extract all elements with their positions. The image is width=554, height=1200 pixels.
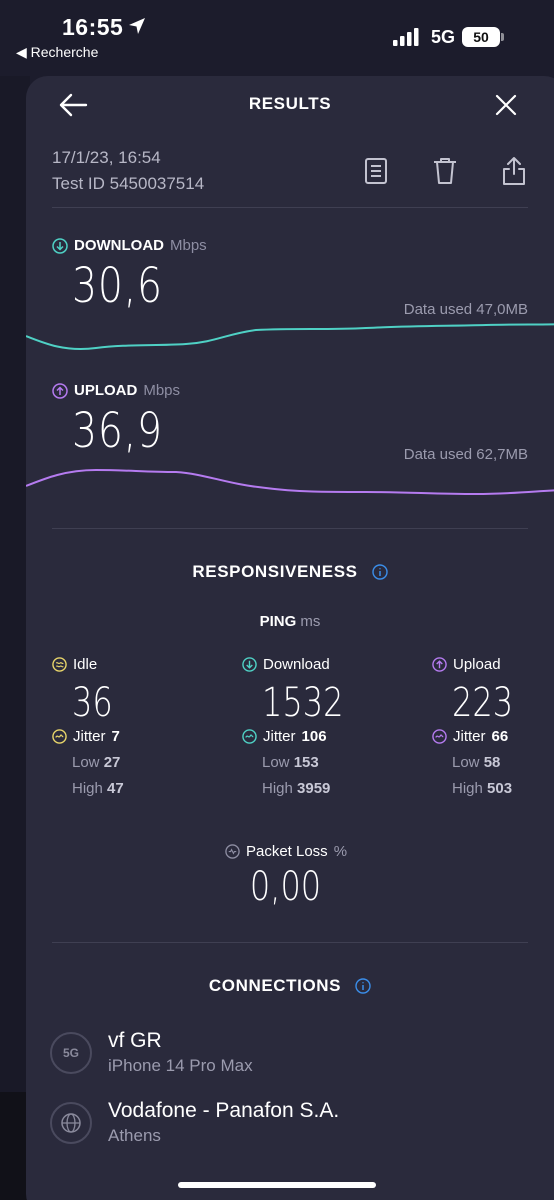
ping-idle-label: Idle: [73, 655, 98, 673]
high-value: 3959: [297, 780, 331, 797]
connection-detail: Athens: [108, 1126, 161, 1145]
packet-loss-icon: [225, 844, 240, 859]
ping-upload-label: Upload: [453, 655, 501, 673]
ping-idle-value: 36: [72, 680, 113, 726]
download-value: 30,6: [72, 258, 163, 314]
document-icon[interactable]: [362, 156, 390, 186]
status-time: 16:55: [62, 14, 124, 40]
high-value: 47: [107, 780, 124, 797]
download-arrow-icon: [52, 237, 68, 254]
connection-item-carrier: 5G vf GR iPhone 14 Pro Max: [50, 1029, 253, 1076]
connections-title: CONNECTIONS: [26, 976, 554, 996]
idle-icon: [52, 656, 67, 672]
jitter-label: Jitter: [453, 728, 486, 745]
ping-download-column: Download 1532 Jitter 106 Low 153 High 395…: [242, 654, 392, 797]
home-indicator[interactable]: [178, 1182, 376, 1188]
upload-arrow-icon: [432, 656, 447, 672]
connections-title-text: CONNECTIONS: [208, 976, 342, 995]
ping-title: PING ms: [26, 613, 554, 630]
upload-label-text: UPLOAD: [74, 382, 138, 399]
battery-icon: 50: [462, 27, 504, 47]
packet-loss-value: 0,00: [26, 864, 546, 910]
share-icon[interactable]: [500, 156, 528, 186]
ping-upload-value: 223: [452, 680, 514, 726]
upload-label: UPLOAD Mbps: [52, 382, 180, 399]
download-label-text: DOWNLOAD: [74, 237, 164, 254]
network-5g-badge: 5G: [50, 1031, 92, 1074]
jitter-label: Jitter: [73, 728, 106, 745]
high-label: High: [262, 780, 293, 797]
page-title: RESULTS: [248, 94, 332, 113]
background-sheet: [0, 76, 30, 1200]
connection-detail: iPhone 14 Pro Max: [108, 1056, 253, 1075]
jitter-value: 106: [301, 728, 327, 745]
download-unit: Mbps: [170, 237, 207, 254]
low-label: Low: [72, 754, 100, 771]
low-value: 27: [103, 754, 121, 771]
globe-icon: [50, 1101, 92, 1144]
upload-arrow-icon: [52, 382, 68, 399]
battery-level: 50: [462, 27, 500, 47]
jitter-value: 66: [491, 728, 509, 745]
ping-download-label: Download: [263, 655, 330, 673]
jitter-value: 7: [111, 728, 120, 745]
location-arrow-icon: [129, 18, 145, 34]
test-id: Test ID 5450037514: [52, 174, 205, 193]
upload-graph: [26, 468, 554, 496]
status-bar: 16:55 ◀ Recherche 5G 50: [0, 0, 554, 70]
jitter-icon: [242, 729, 257, 744]
divider: [52, 942, 528, 943]
network-type: 5G: [431, 27, 456, 47]
cellular-signal-icon: [393, 28, 419, 46]
back-arrow-icon[interactable]: [58, 92, 88, 118]
back-to-app-link[interactable]: ◀ Recherche: [16, 44, 99, 60]
upload-data-used: Data used 62,7MB: [403, 446, 528, 463]
jitter-icon: [432, 729, 447, 744]
download-graph: [26, 323, 554, 351]
ping-download-value: 1532: [262, 680, 344, 726]
ping-label: PING: [259, 613, 297, 630]
ping-upload-column: Upload 223 Jitter 66 Low 58 High 503: [432, 654, 554, 797]
jitter-label: Jitter: [263, 728, 296, 745]
connection-item-server: Vodafone - Panafon S.A. Athens: [50, 1099, 339, 1146]
connection-name: Vodafone - Panafon S.A.: [108, 1099, 340, 1122]
packet-loss-label: Packet Loss %: [26, 843, 546, 860]
high-value: 503: [487, 780, 513, 797]
close-icon[interactable]: [494, 93, 518, 117]
download-arrow-icon: [242, 656, 257, 672]
jitter-icon: [52, 729, 67, 744]
results-sheet: RESULTS 17/1/23, 16:54 Test ID 545003751…: [26, 76, 554, 1200]
high-label: High: [452, 780, 483, 797]
responsiveness-title-text: RESPONSIVENESS: [192, 562, 358, 581]
test-date: 17/1/23, 16:54: [52, 148, 161, 167]
trash-icon[interactable]: [431, 156, 459, 186]
packet-loss-value-text: 0,00: [250, 864, 322, 910]
info-icon[interactable]: [371, 564, 388, 580]
packet-loss-unit: %: [333, 843, 348, 860]
low-label: Low: [452, 754, 480, 771]
divider: [52, 207, 528, 208]
low-label: Low: [262, 754, 290, 771]
divider: [52, 528, 528, 529]
info-icon[interactable]: [355, 978, 371, 994]
high-label: High: [72, 780, 103, 797]
upload-unit: Mbps: [143, 382, 181, 399]
upload-value: 36,9: [72, 403, 163, 459]
low-value: 58: [483, 754, 501, 771]
background-sheet-bottom: [0, 1092, 30, 1200]
ping-unit: ms: [300, 613, 321, 630]
download-data-used: Data used 47,0MB: [403, 301, 528, 318]
responsiveness-title: RESPONSIVENESS: [26, 562, 554, 582]
download-label: DOWNLOAD Mbps: [52, 237, 207, 254]
ping-idle-column: Idle 36 Jitter 7 Low 27 High 47: [52, 654, 202, 797]
connection-name: vf GR: [108, 1029, 162, 1052]
low-value: 153: [293, 754, 319, 771]
packet-loss-label-text: Packet Loss: [245, 843, 328, 860]
